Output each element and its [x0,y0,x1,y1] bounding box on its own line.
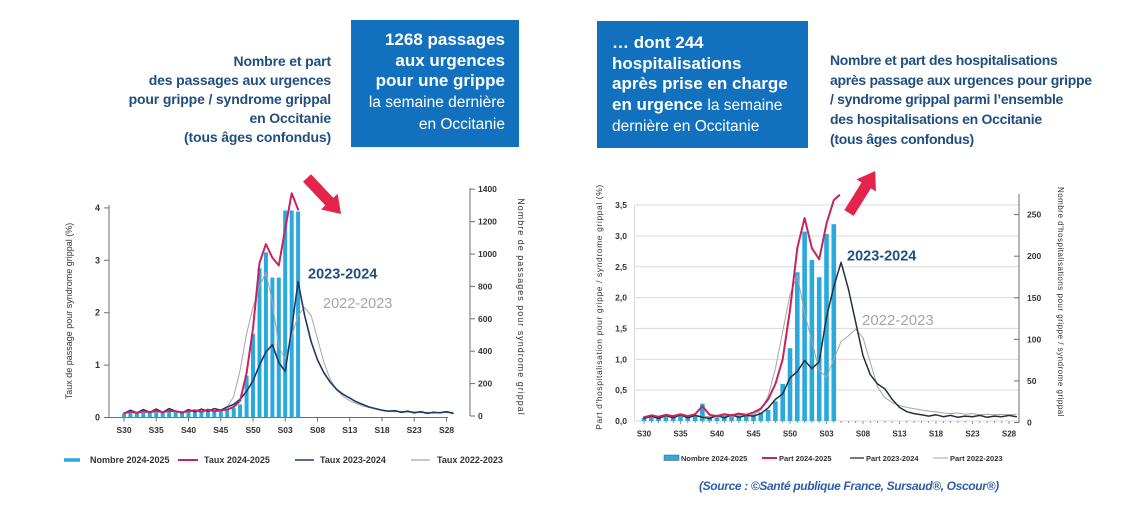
svg-text:Taux 2024-2025: Taux 2024-2025 [204,455,270,465]
svg-text:1400: 1400 [478,184,497,194]
svg-text:0,0: 0,0 [615,416,627,426]
svg-text:2022-2023: 2022-2023 [862,312,934,329]
svg-text:2023-2024: 2023-2024 [847,249,916,265]
svg-text:S23: S23 [407,425,422,435]
svg-text:2022-2023: 2022-2023 [323,296,392,312]
svg-text:S28: S28 [1002,430,1017,439]
svg-text:0,5: 0,5 [615,385,627,395]
svg-text:250: 250 [1027,210,1041,220]
svg-text:S45: S45 [746,430,761,439]
svg-text:S30: S30 [637,430,652,439]
svg-text:S13: S13 [892,430,907,439]
svg-text:S18: S18 [929,430,944,439]
svg-text:S23: S23 [965,430,980,439]
svg-text:150: 150 [1027,293,1041,303]
svg-text:2,5: 2,5 [615,262,627,272]
svg-text:S13: S13 [342,425,357,435]
svg-text:S50: S50 [783,430,798,439]
svg-text:0: 0 [95,413,100,423]
svg-text:2: 2 [95,308,100,318]
svg-text:3: 3 [95,255,100,265]
svg-text:400: 400 [478,346,492,356]
svg-text:S03: S03 [819,430,834,439]
svg-text:S08: S08 [310,425,325,435]
svg-text:Taux de passage pour syndrome: Taux de passage pour syndrome grippal (%… [64,223,74,400]
svg-text:0: 0 [478,411,483,421]
svg-text:200: 200 [1027,251,1041,261]
svg-text:1000: 1000 [478,249,497,259]
svg-text:Part 2024-2025: Part 2024-2025 [779,454,832,463]
svg-text:600: 600 [478,314,492,324]
svg-text:0: 0 [1027,418,1032,428]
svg-text:Nombre d'hospitalisations pour: Nombre d'hospitalisations pour grippe / … [1056,187,1065,417]
svg-text:Taux 2023-2024: Taux 2023-2024 [320,455,386,465]
svg-text:Nombre de passages pour syndro: Nombre de passages pour syndrome grippal [516,198,526,416]
svg-text:Part 2023-2024: Part 2023-2024 [866,454,919,463]
svg-text:50: 50 [1027,376,1037,386]
svg-text:3,0: 3,0 [615,231,627,241]
svg-text:2023-2024: 2023-2024 [308,267,377,283]
svg-text:Taux 2022-2023: Taux 2022-2023 [437,455,503,465]
svg-text:S28: S28 [439,425,454,435]
svg-text:800: 800 [478,281,492,291]
svg-text:S40: S40 [710,430,725,439]
svg-text:1200: 1200 [478,217,497,227]
svg-text:1: 1 [95,360,100,370]
svg-text:S35: S35 [149,425,164,435]
svg-text:Part 2022-2023: Part 2022-2023 [950,454,1003,463]
svg-text:3,5: 3,5 [615,200,627,210]
svg-text:S40: S40 [181,425,196,435]
svg-text:1,0: 1,0 [615,354,627,364]
svg-text:Part d'hospitalisation pour gr: Part d'hospitalisation pour grippe / syn… [594,184,604,430]
svg-text:S50: S50 [245,425,260,435]
svg-text:S35: S35 [673,430,688,439]
svg-text:2,0: 2,0 [615,293,627,303]
svg-text:1,5: 1,5 [615,323,627,333]
svg-text:200: 200 [478,379,492,389]
svg-text:S45: S45 [213,425,228,435]
svg-text:S03: S03 [278,425,293,435]
svg-text:4: 4 [95,203,100,213]
svg-text:100: 100 [1027,334,1041,344]
svg-text:S18: S18 [374,425,389,435]
svg-text:Nombre 2024-2025: Nombre 2024-2025 [681,454,747,463]
svg-text:Nombre 2024-2025: Nombre 2024-2025 [90,455,170,465]
svg-text:S30: S30 [116,425,131,435]
svg-text:S08: S08 [856,430,871,439]
